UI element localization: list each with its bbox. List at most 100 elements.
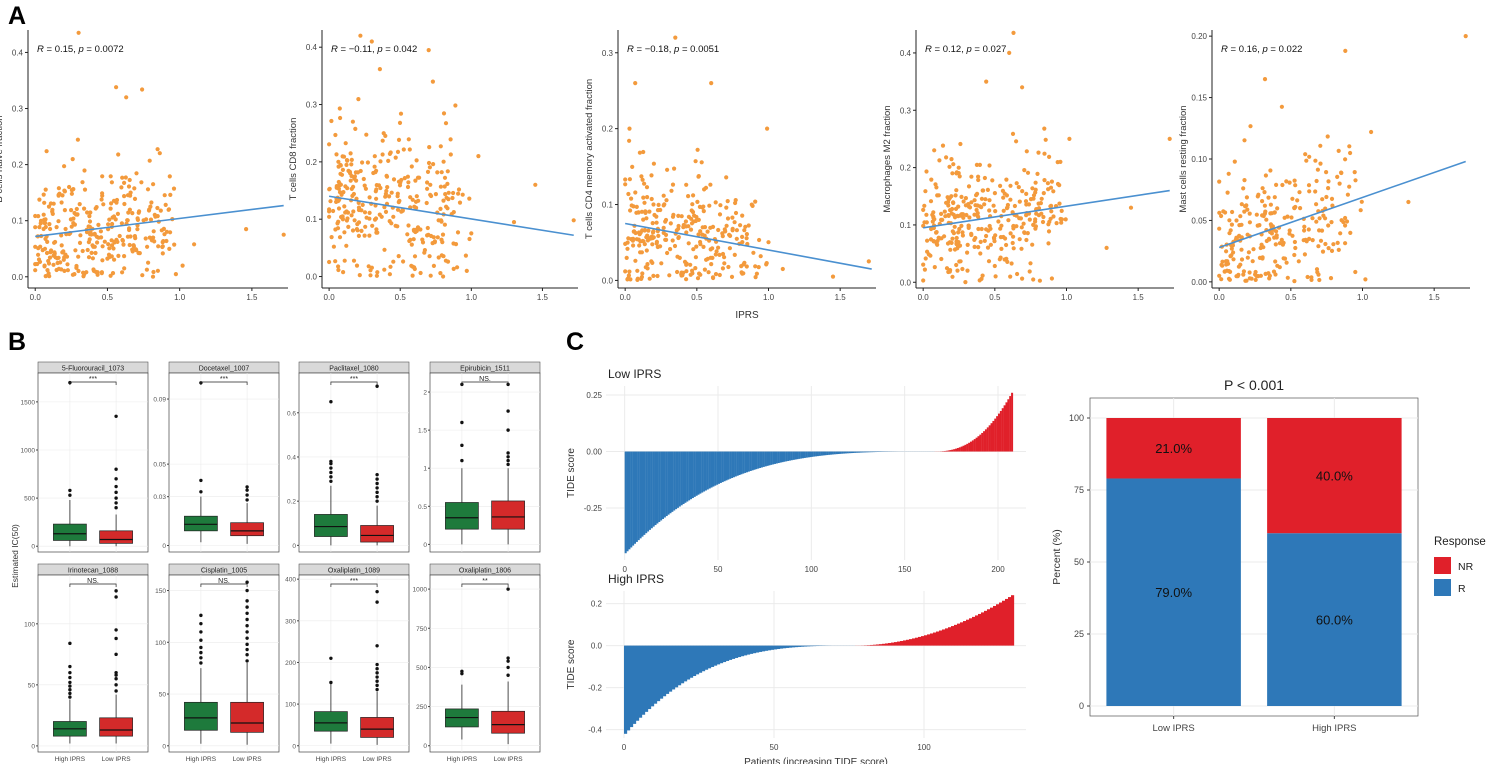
y-tick-label: 75 [1074,485,1084,495]
scatter-point [1293,183,1298,188]
tide-bar [912,638,916,646]
scatter-point [1320,197,1325,202]
scatter-point [441,274,446,279]
scatter-point [1059,220,1064,225]
tide-bar [963,621,967,646]
tide-bar [690,451,693,500]
scatter-point [937,158,942,163]
scatter-point [1253,277,1258,282]
scatter-point [1057,183,1062,188]
scatter-point [1217,226,1222,231]
outlier-point [329,475,333,479]
scatter-point [439,170,444,175]
scatter-point [1011,223,1016,229]
scatter-point [76,254,81,259]
scatter-point [47,222,52,227]
scatter-point [453,103,458,108]
scatter-point [1246,250,1251,255]
tide-bar [803,451,806,458]
outlier-point [114,689,118,693]
y-axis-label: T cells CD4 memory activated fraction [584,79,595,239]
group-label: High IPRS [447,756,478,763]
scatter-point [42,264,47,269]
scatter-point [698,229,703,234]
scatter-point [1033,219,1038,224]
scatter-point [1323,241,1328,247]
tide-bar [863,451,866,453]
scatter-point [741,262,746,267]
tide-bar [858,451,861,453]
scatter-point [373,170,378,175]
scatter-point [344,218,349,223]
scatter-point [1217,273,1222,278]
x-tick-label: 200 [991,565,1005,574]
scatter-point [1256,274,1261,279]
tide-bar [813,645,817,647]
y-tick-label: 0 [292,743,296,750]
scatter-point [1337,181,1342,186]
scatter-point [928,253,933,258]
tide-bar [971,440,974,452]
scatter-point [627,269,632,274]
scatter-point [132,186,137,191]
scatter-point [1345,192,1350,197]
tide-bar [757,451,760,469]
scatter-point [451,266,456,271]
scatter-point [156,244,161,249]
scatter-point [1302,228,1307,233]
outlier-point [460,420,464,425]
scatter-point [723,229,728,234]
scatter-point [960,230,965,235]
scatter-point [374,227,379,232]
scatter-point [344,243,349,248]
tide-bar [682,451,685,505]
scatter-point [431,162,436,167]
scatter-point [349,162,354,167]
scatter-point [367,216,372,221]
box [230,701,264,733]
outlier-point [375,675,379,679]
y-tick-label: 1500 [21,399,36,406]
scatter-point [1284,179,1289,184]
scatter-point [640,228,645,233]
y-axis-label: TIDE score [566,448,577,498]
y-tick-label: -0.4 [588,726,602,735]
scatter-point [68,217,73,222]
scatter-point [644,248,649,253]
scatter-point [172,242,177,247]
scatter-point [694,244,699,249]
scatter-point [661,230,666,235]
scatter-point [106,242,111,247]
scatter-point [713,252,718,257]
scatter-point [700,232,705,237]
legend-swatch [1434,579,1451,596]
scatter-point [952,224,957,229]
outlier-point [375,384,379,388]
x-tick-label: 150 [898,565,912,574]
tide-bar [1008,597,1012,646]
scatter-point [412,266,417,272]
scatter-point [996,219,1001,224]
scatter-point [764,261,769,266]
x-tick-label: 1.0 [1357,293,1369,302]
significance-label: *** [220,376,228,383]
scatter-point [70,157,75,162]
scatter-point [1014,139,1019,144]
scatter-point [992,239,997,244]
scatter-point [1347,184,1352,189]
scatter-point [740,240,745,245]
tide-bar [924,635,928,646]
scatter-point [350,119,355,124]
outlier-point [114,677,118,681]
scatter-point [972,244,977,249]
scatter-point [1217,210,1222,215]
scatter-point [663,217,669,223]
scatter-point [959,223,964,228]
scatter-point [1030,186,1035,191]
scatter-point [350,228,356,233]
scatter-point [623,269,628,274]
scatter-point [107,217,112,222]
bar-segment-R [1106,478,1241,706]
scatter-point [416,198,421,203]
tide-bar [720,645,724,664]
